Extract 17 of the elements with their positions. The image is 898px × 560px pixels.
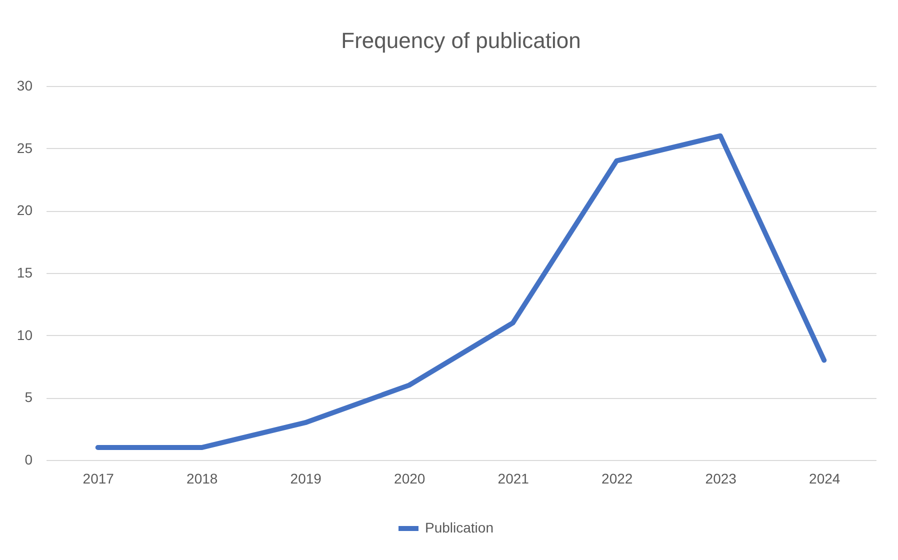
y-tick-label: 30: [16, 78, 33, 94]
x-tick-label: 2023: [705, 470, 737, 486]
legend-label: Publication: [425, 520, 494, 536]
x-tick-label: 2019: [290, 470, 322, 486]
chart-title: Frequency of publication: [341, 28, 581, 53]
x-tick-label: 2021: [498, 470, 530, 486]
y-tick-label: 5: [24, 389, 33, 406]
x-tick-label: 2024: [809, 470, 840, 486]
x-tick-label: 2018: [186, 470, 218, 486]
y-tick-label: 10: [16, 326, 33, 343]
y-tick-label: 15: [16, 264, 33, 280]
y-tick-label: 20: [16, 202, 33, 218]
y-tick-label: 0: [24, 452, 33, 468]
x-tick-label: 2020: [394, 470, 426, 486]
y-tick-label: 25: [16, 140, 33, 156]
x-tick-label: 2017: [82, 470, 114, 486]
x-tick-label: 2022: [602, 470, 633, 486]
